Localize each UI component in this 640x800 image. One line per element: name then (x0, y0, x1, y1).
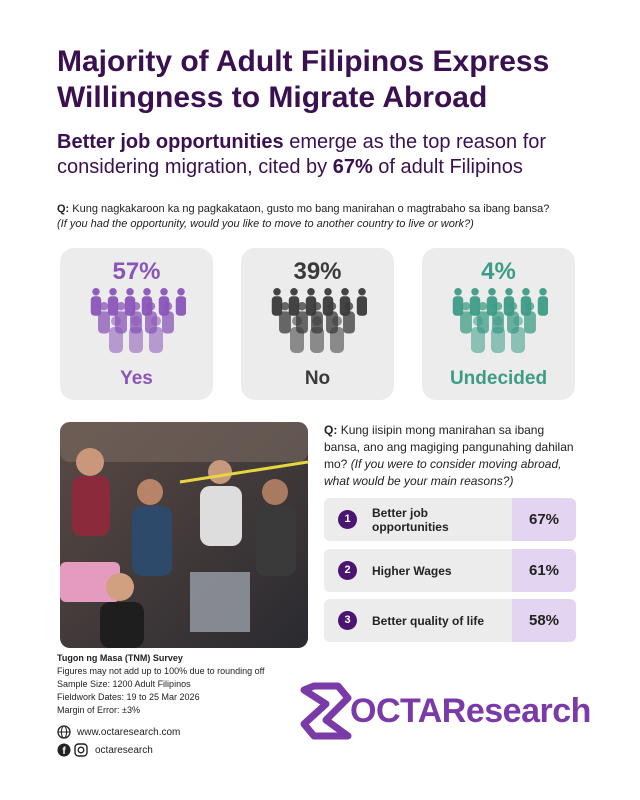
reason-label: Higher Wages (372, 563, 452, 578)
result-label: No (304, 368, 331, 389)
people-icon (452, 288, 548, 353)
survey-note: Fieldwork Dates: 19 to 25 Mar 2026 (57, 692, 200, 702)
subtitle: Better job opportunities emerge as the t… (57, 130, 597, 180)
reason-row: 1 Better job opportunities 67% (324, 498, 576, 541)
result-value: 4% (481, 258, 516, 285)
subtitle-text: of adult Filipinos (372, 156, 523, 178)
survey-info: Tugon ng Masa (TNM) Survey Figures may n… (57, 652, 307, 717)
survey-note: Margin of Error: ±3% (57, 705, 140, 715)
photo (60, 422, 308, 648)
title: Majority of Adult Filipinos Express Will… (57, 45, 550, 114)
question: Q: Kung nagkakaroon ka ng pagkakataon, g… (57, 202, 597, 232)
result-card: 4% Undecided (422, 248, 575, 400)
people-icon (271, 288, 367, 353)
subtitle-bold: 67% (332, 156, 373, 178)
website: www.octaresearch.com (57, 725, 180, 739)
q-label: Q: (324, 423, 338, 437)
q-label: Q: (57, 203, 70, 215)
social-icons: f (57, 743, 88, 757)
survey-note: Figures may not add up to 100% due to ro… (57, 666, 265, 676)
reason-rank: 1 (338, 510, 357, 529)
q-text: Kung iisipin mong manirahan sa ibang ban… (324, 423, 574, 471)
social: f octaresearch (57, 743, 153, 757)
subtitle-text: emerge as the top reason for considering… (57, 131, 547, 178)
reason-value: 58% (512, 599, 576, 642)
reason-row: 2 Higher Wages 61% (324, 549, 576, 592)
social-text: octaresearch (95, 744, 153, 756)
q-translation: (If you were to consider moving abroad, … (324, 457, 562, 488)
survey-note: Sample Size: 1200 Adult Filipinos (57, 679, 191, 689)
result-label: Yes (120, 368, 153, 389)
reason-rank: 2 (338, 561, 357, 580)
reason-label: Better job opportunities (372, 505, 449, 534)
website-text: www.octaresearch.com (77, 726, 181, 738)
result-value: 57% (112, 258, 161, 285)
question: Q: Kung iisipin mong manirahan sa ibang … (324, 422, 578, 490)
reason-value: 67% (512, 498, 576, 541)
result-card: 57% Yes (60, 248, 213, 400)
subtitle-bold: Better job opportunities (57, 131, 284, 153)
logo-text: OCTAResearch (350, 692, 591, 730)
survey-title: Tugon ng Masa (TNM) Survey (57, 653, 183, 663)
svg-text:f: f (62, 746, 66, 757)
result-label: Undecided (449, 368, 548, 389)
reason-value: 61% (512, 549, 576, 592)
logo-mark (300, 682, 352, 740)
result-value: 39% (293, 258, 342, 285)
reason-label: Better quality of life (372, 613, 485, 628)
result-card: 39% No (241, 248, 394, 400)
reason-rank: 3 (338, 611, 357, 630)
q-translation: (If you had the opportunity, would you l… (57, 218, 474, 230)
globe-icon (57, 725, 71, 739)
q-text: Kung nagkakaroon ka ng pagkakataon, gust… (72, 203, 550, 215)
people-icon (90, 288, 186, 353)
reason-row: 3 Better quality of life 58% (324, 599, 576, 642)
